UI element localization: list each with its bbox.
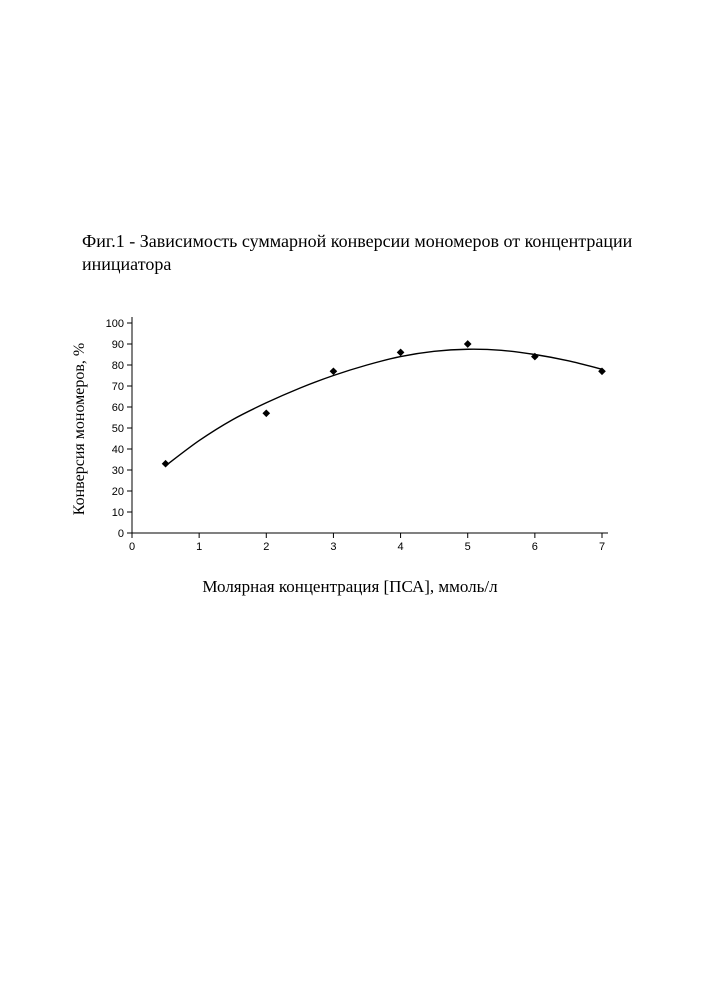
y-tick-label: 20 (112, 486, 124, 498)
x-tick-label: 0 (129, 541, 135, 553)
y-tick-label: 40 (112, 444, 124, 456)
chart-svg: 012345670102030405060708090100 (90, 299, 610, 559)
x-tick-label: 7 (599, 541, 605, 553)
y-tick-label: 60 (112, 402, 124, 414)
data-marker (397, 349, 403, 355)
x-tick-label: 3 (330, 541, 336, 553)
data-marker (330, 368, 336, 374)
y-tick-label: 50 (112, 423, 124, 435)
page: Фиг.1 - Зависимость суммарной конверсии … (0, 0, 707, 1000)
x-tick-label: 2 (263, 541, 269, 553)
fit-curve (166, 349, 602, 466)
x-tick-label: 5 (465, 541, 471, 553)
chart-container: Конверсия мономеров, % 01234567010203040… (90, 299, 610, 559)
y-tick-label: 100 (106, 318, 124, 330)
x-tick-label: 6 (532, 541, 538, 553)
x-tick-label: 1 (196, 541, 202, 553)
y-tick-label: 30 (112, 465, 124, 477)
y-tick-label: 80 (112, 360, 124, 372)
y-tick-label: 70 (112, 381, 124, 393)
figure-caption: Фиг.1 - Зависимость суммарной конверсии … (82, 230, 642, 275)
data-marker (263, 410, 269, 416)
data-marker (162, 461, 168, 467)
x-tick-label: 4 (398, 541, 404, 553)
y-tick-label: 0 (118, 528, 124, 540)
data-marker (465, 341, 471, 347)
y-tick-label: 90 (112, 339, 124, 351)
y-tick-label: 10 (112, 507, 124, 519)
y-axis-label: Конверсия мономеров, % (71, 343, 89, 516)
x-axis-label: Молярная концентрация [ПСА], ммоль/л (202, 577, 497, 597)
